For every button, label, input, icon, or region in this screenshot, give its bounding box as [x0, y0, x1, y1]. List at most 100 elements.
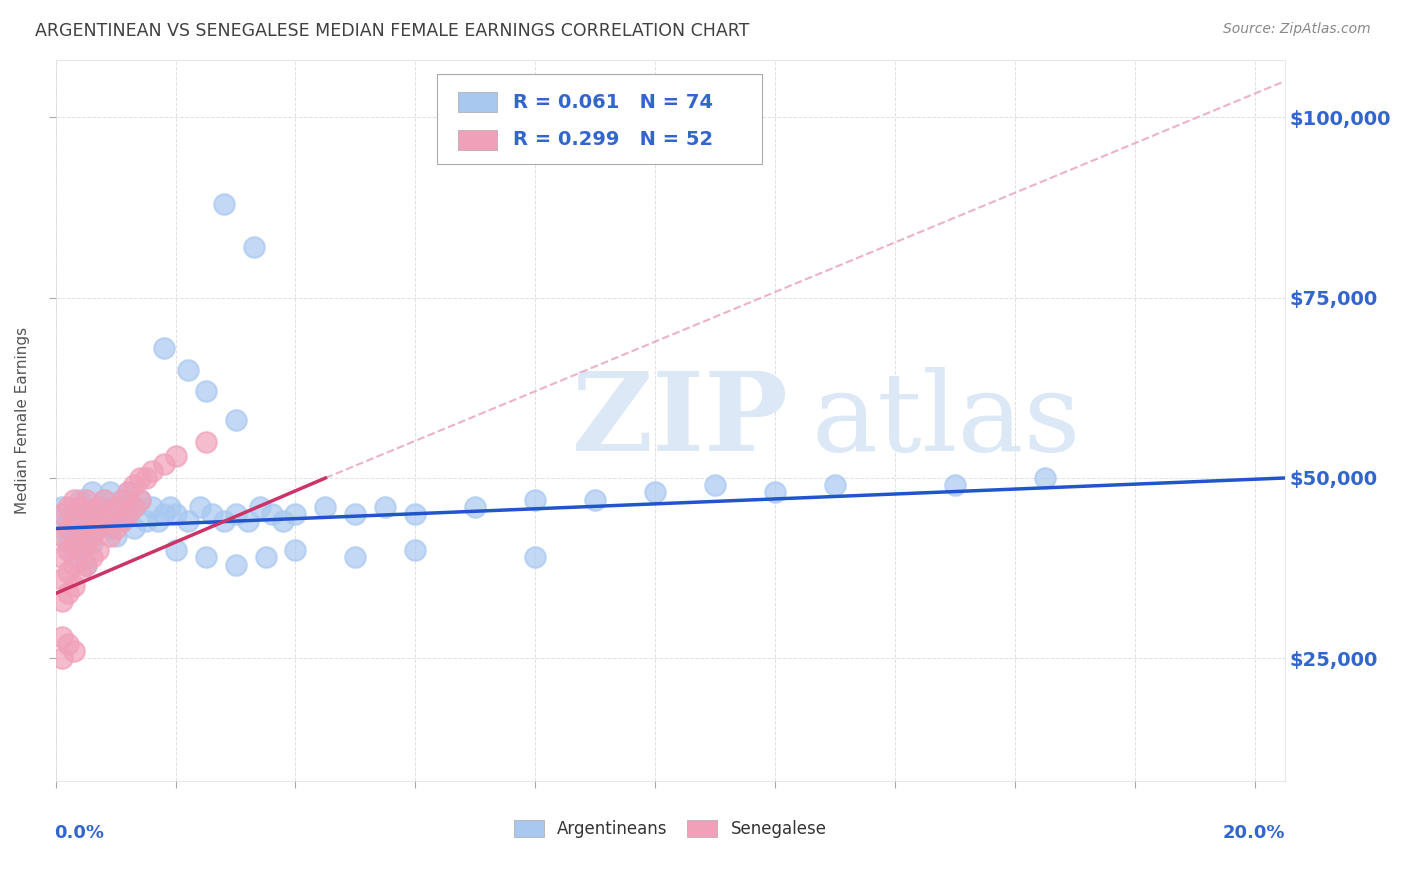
Point — [200, 507, 222, 521]
Point — [62, 579, 84, 593]
Point — [117, 507, 139, 521]
Point — [80, 485, 103, 500]
Point — [104, 500, 127, 514]
Point — [62, 529, 84, 543]
Point — [51, 521, 73, 535]
Point — [51, 651, 73, 665]
Point — [236, 514, 259, 528]
Point — [56, 565, 79, 579]
Point — [69, 521, 91, 535]
Point — [93, 514, 115, 528]
Point — [80, 550, 103, 565]
Text: 0.0%: 0.0% — [55, 824, 104, 842]
Point — [212, 197, 235, 211]
Point — [159, 500, 181, 514]
Point — [194, 434, 217, 449]
Point — [464, 500, 486, 514]
Point — [146, 514, 169, 528]
Point — [254, 550, 277, 565]
Point — [284, 507, 307, 521]
Point — [56, 543, 79, 558]
Point — [524, 550, 547, 565]
Point — [165, 543, 187, 558]
Point — [249, 500, 271, 514]
Point — [93, 492, 115, 507]
Point — [122, 500, 145, 514]
Point — [93, 514, 115, 528]
Point — [51, 593, 73, 607]
Point — [98, 485, 121, 500]
Point — [62, 514, 84, 528]
Point — [194, 550, 217, 565]
Point — [111, 514, 134, 528]
Text: atlas: atlas — [811, 367, 1081, 474]
Point — [104, 500, 127, 514]
Point — [374, 500, 396, 514]
Point — [141, 464, 163, 478]
Text: R = 0.061   N = 74: R = 0.061 N = 74 — [513, 93, 713, 112]
Point — [225, 507, 247, 521]
Point — [69, 500, 91, 514]
Point — [135, 514, 157, 528]
Point — [165, 450, 187, 464]
Point — [75, 529, 97, 543]
Point — [62, 558, 84, 572]
Point — [75, 507, 97, 521]
Point — [111, 514, 134, 528]
Point — [260, 507, 283, 521]
Point — [314, 500, 336, 514]
Point — [51, 572, 73, 586]
Point — [104, 529, 127, 543]
Point — [80, 536, 103, 550]
Point — [135, 471, 157, 485]
Point — [98, 529, 121, 543]
Point — [75, 558, 97, 572]
Point — [152, 457, 174, 471]
Point — [176, 514, 198, 528]
Text: Source: ZipAtlas.com: Source: ZipAtlas.com — [1223, 22, 1371, 37]
Point — [62, 644, 84, 658]
Point — [80, 507, 103, 521]
Point — [56, 521, 79, 535]
Point — [80, 514, 103, 528]
Bar — [457, 129, 496, 150]
Point — [128, 492, 150, 507]
Point — [763, 485, 786, 500]
Point — [86, 521, 108, 535]
Text: 20.0%: 20.0% — [1222, 824, 1285, 842]
Point — [104, 521, 127, 535]
Point — [98, 507, 121, 521]
Point — [165, 507, 187, 521]
Point — [111, 492, 134, 507]
Point — [194, 384, 217, 399]
Point — [86, 500, 108, 514]
Legend: Argentineans, Senegalese: Argentineans, Senegalese — [508, 814, 834, 845]
Point — [80, 529, 103, 543]
Text: ARGENTINEAN VS SENEGALESE MEDIAN FEMALE EARNINGS CORRELATION CHART: ARGENTINEAN VS SENEGALESE MEDIAN FEMALE … — [35, 22, 749, 40]
Point — [122, 521, 145, 535]
Point — [111, 492, 134, 507]
Point — [188, 500, 211, 514]
Y-axis label: Median Female Earnings: Median Female Earnings — [15, 326, 30, 514]
Point — [117, 507, 139, 521]
Text: R = 0.299   N = 52: R = 0.299 N = 52 — [513, 130, 713, 149]
Point — [583, 492, 606, 507]
Point — [56, 637, 79, 651]
Point — [69, 543, 91, 558]
Point — [51, 529, 73, 543]
Point — [86, 521, 108, 535]
Point — [1033, 471, 1056, 485]
Point — [943, 478, 966, 492]
Point — [128, 492, 150, 507]
Point — [62, 492, 84, 507]
Point — [524, 492, 547, 507]
Point — [75, 536, 97, 550]
Point — [69, 565, 91, 579]
Point — [122, 500, 145, 514]
Point — [128, 471, 150, 485]
Point — [62, 550, 84, 565]
Point — [75, 514, 97, 528]
Point — [344, 507, 367, 521]
Point — [51, 500, 73, 514]
Point — [75, 492, 97, 507]
